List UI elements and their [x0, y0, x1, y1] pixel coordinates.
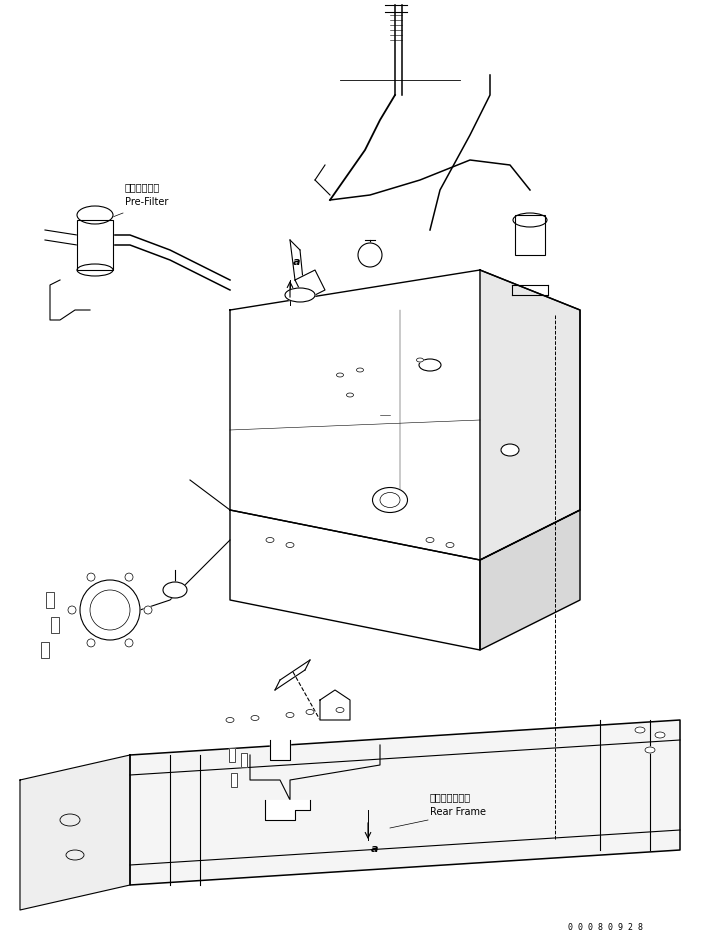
Circle shape [358, 243, 382, 267]
Ellipse shape [286, 542, 294, 548]
Ellipse shape [286, 713, 294, 718]
Ellipse shape [645, 747, 655, 753]
Bar [51, 617, 59, 633]
Ellipse shape [251, 716, 259, 720]
Circle shape [125, 639, 133, 647]
Circle shape [87, 639, 95, 647]
Ellipse shape [417, 358, 424, 362]
Polygon shape [480, 270, 580, 560]
Bar [46, 592, 54, 608]
Ellipse shape [419, 359, 441, 371]
Polygon shape [270, 740, 290, 760]
Bar [41, 642, 49, 658]
Text: Pre-Filter: Pre-Filter [125, 197, 169, 207]
Bar [229, 748, 235, 762]
Circle shape [68, 606, 76, 614]
Polygon shape [480, 510, 580, 650]
Bar [229, 748, 235, 762]
Polygon shape [20, 755, 130, 910]
Ellipse shape [336, 373, 343, 377]
Ellipse shape [346, 393, 353, 397]
Text: 0 0 0 8 0 9 2 8: 0 0 0 8 0 9 2 8 [568, 923, 643, 932]
Ellipse shape [446, 542, 454, 548]
Ellipse shape [77, 264, 113, 276]
Ellipse shape [306, 709, 314, 715]
Bar [241, 753, 247, 767]
Bar [241, 753, 247, 767]
Ellipse shape [77, 206, 113, 224]
Polygon shape [265, 800, 310, 820]
Bar [51, 617, 59, 633]
Text: プリフィルタ: プリフィルタ [125, 182, 160, 192]
Ellipse shape [285, 288, 315, 302]
Circle shape [125, 573, 133, 581]
Ellipse shape [501, 444, 519, 456]
Ellipse shape [336, 707, 344, 713]
Bar [41, 642, 49, 658]
Ellipse shape [635, 727, 645, 733]
Bar [231, 773, 237, 787]
Text: a: a [371, 844, 378, 854]
Circle shape [144, 606, 152, 614]
Polygon shape [320, 690, 350, 720]
Ellipse shape [373, 488, 407, 512]
Ellipse shape [655, 732, 665, 738]
Polygon shape [230, 270, 580, 560]
Polygon shape [230, 510, 480, 650]
Polygon shape [295, 270, 325, 300]
Text: Rear Frame: Rear Frame [430, 807, 486, 817]
Ellipse shape [266, 538, 274, 542]
Ellipse shape [226, 718, 234, 722]
Text: リヤーフレーム: リヤーフレーム [430, 792, 471, 802]
Circle shape [80, 580, 140, 640]
Ellipse shape [513, 213, 547, 227]
Bar [231, 773, 237, 787]
Bar [515, 215, 545, 255]
Ellipse shape [163, 582, 187, 598]
Bar [77, 220, 113, 270]
Polygon shape [130, 720, 680, 885]
Text: a: a [293, 257, 301, 267]
Ellipse shape [426, 538, 434, 542]
Bar [515, 215, 545, 255]
Bar [46, 592, 54, 608]
Ellipse shape [356, 368, 363, 372]
Bar [77, 220, 113, 270]
Circle shape [87, 573, 95, 581]
